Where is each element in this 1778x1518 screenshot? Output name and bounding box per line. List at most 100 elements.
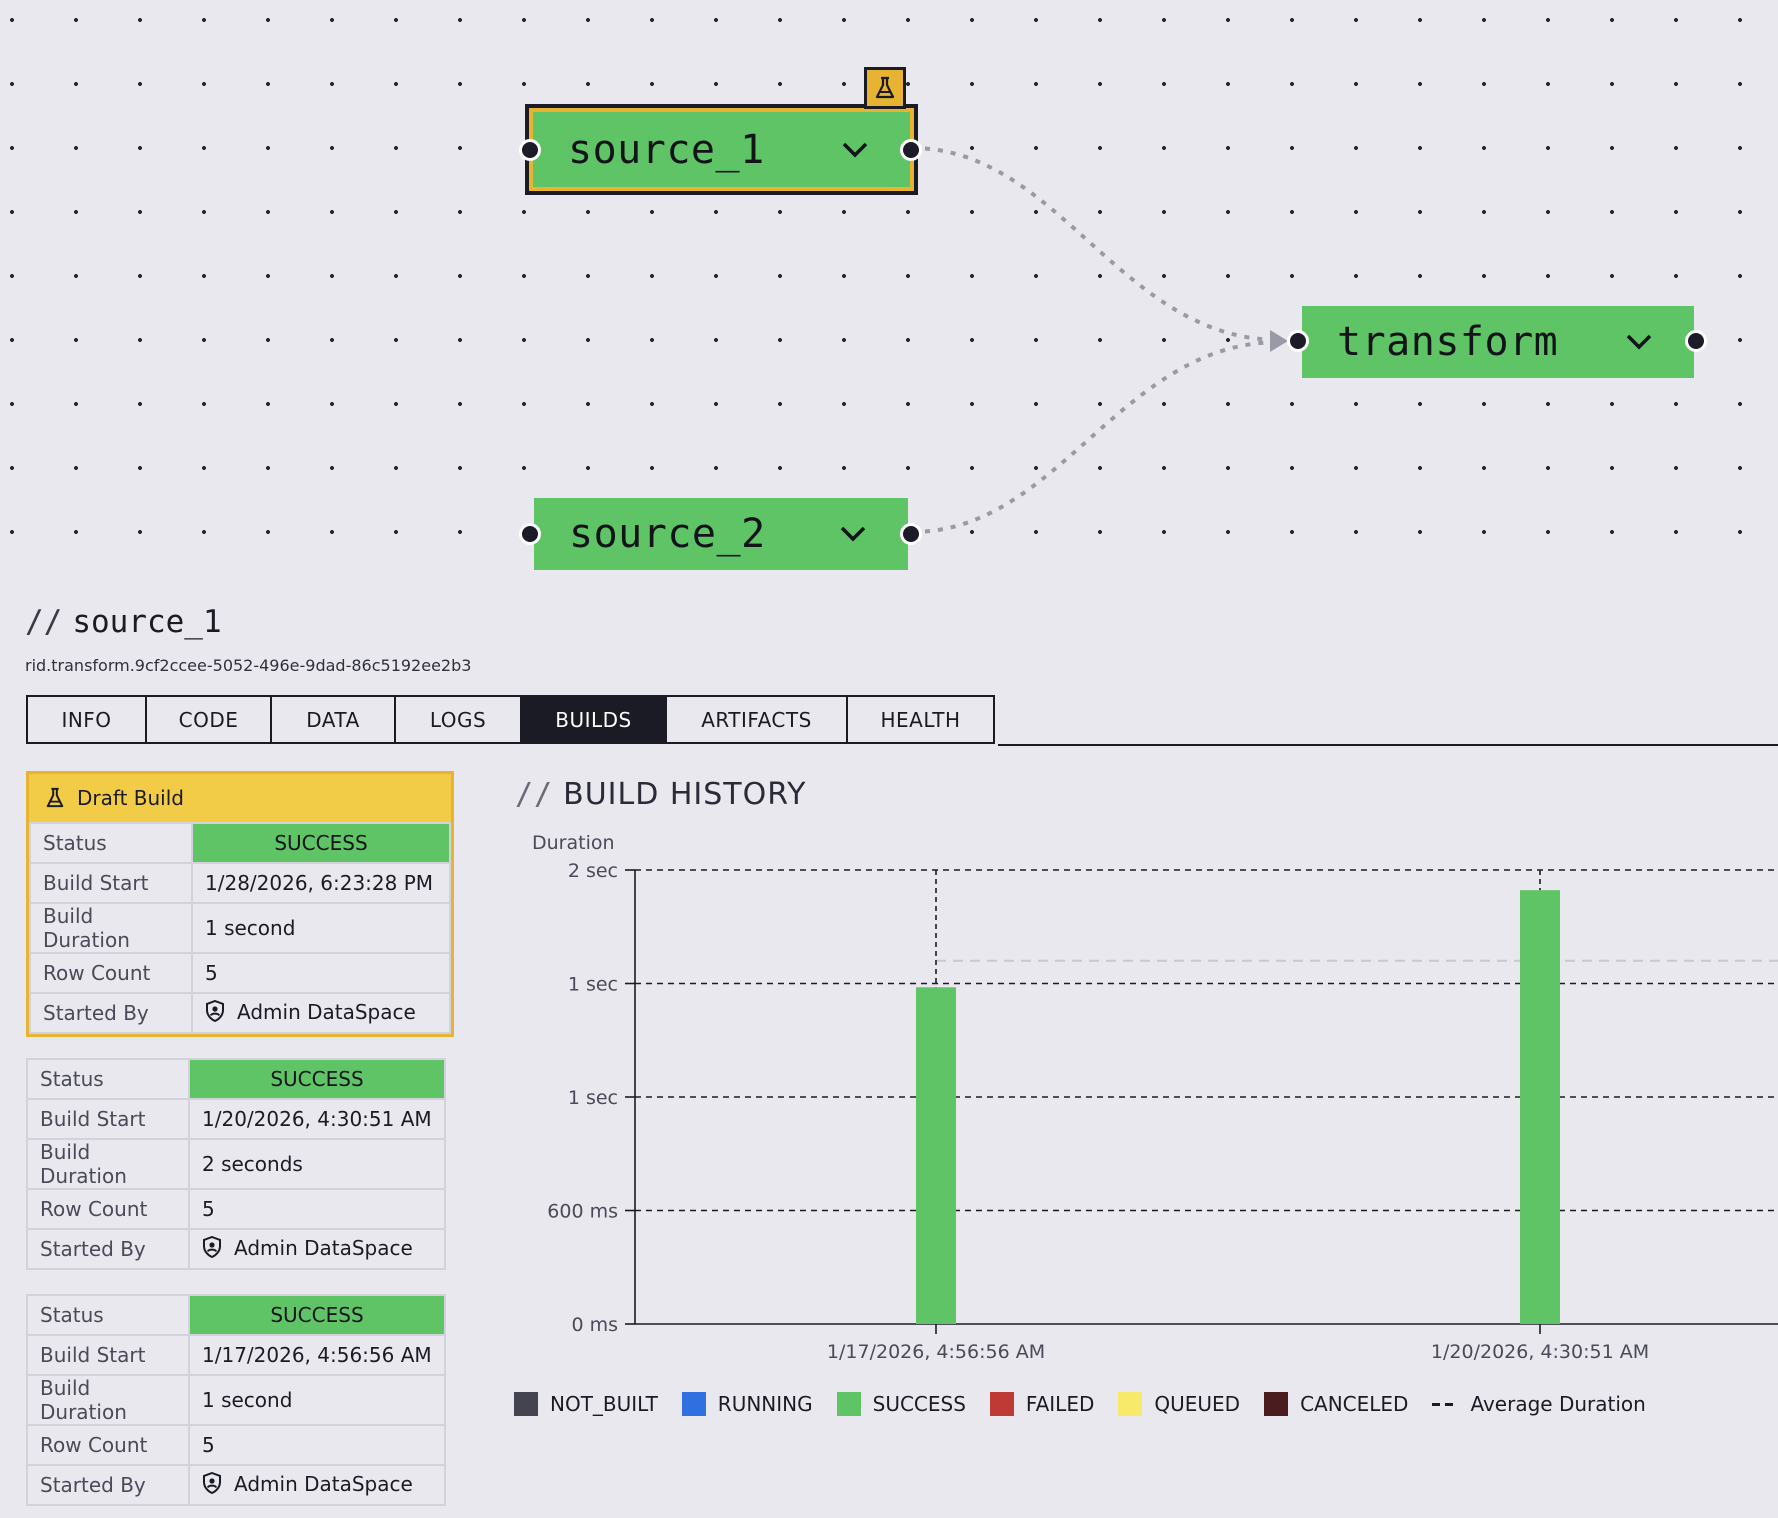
row-key: Build Duration [29,902,193,954]
row-key: Build Start [26,1098,190,1140]
legend-swatch [1264,1392,1289,1416]
legend-item-average: Average Duration [1432,1392,1646,1416]
edge-arrowhead [1270,330,1288,352]
row-key: Row Count [26,1188,190,1230]
table-row: Started By Admin DataSpace [26,1464,446,1506]
title-prefix: // [515,777,554,812]
legend-swatch [1118,1392,1143,1416]
row-value: 1 second [188,1374,446,1426]
panel-tabs: INFO CODE DATA LOGS BUILDS ARTIFACTS HEA… [26,695,995,744]
chevron-down-icon[interactable] [838,519,868,549]
row-key: Status [29,822,193,864]
node-source-2-output-port[interactable] [900,523,922,545]
row-value: 1/20/2026, 4:30:51 AM [188,1098,446,1140]
tabs-divider [998,744,1778,746]
legend-swatch [514,1392,538,1416]
flask-icon [875,76,895,99]
table-row: Build Duration 2 seconds [26,1138,446,1190]
started-by-name: Admin DataSpace [234,1235,413,1260]
row-value: 1/28/2026, 6:23:28 PM [191,862,451,904]
bar-success [916,987,956,1324]
node-source-2-input-port[interactable] [519,523,541,545]
tab-health[interactable]: HEALTH [846,695,995,744]
node-transform-output-port[interactable] [1685,330,1707,352]
node-source-1[interactable]: source_1 [525,104,918,195]
row-key: Build Start [26,1334,190,1376]
build-history-title-text: BUILD HISTORY [563,777,807,812]
legend-label: QUEUED [1154,1392,1241,1416]
draft-build-header: Draft Build [29,774,451,822]
table-row: Build Start 1/20/2026, 4:30:51 AM [26,1098,446,1140]
node-source-1-input-port[interactable] [519,139,541,161]
y-axis-label: Duration [532,832,615,854]
row-value: Admin DataSpace [188,1228,446,1270]
build-details-table: Status SUCCESS Build Start 1/28/2026, 6:23… [29,822,451,1034]
x-tick-label: 1/20/2026, 4:30:51 AM [1431,1341,1649,1363]
tab-data[interactable]: DATA [270,695,396,744]
legend-item-running: RUNNING [681,1392,813,1416]
node-transform[interactable]: transform [1302,306,1694,378]
row-value: Admin DataSpace [188,1464,446,1506]
tab-info[interactable]: INFO [26,695,147,744]
row-key: Build Duration [26,1138,190,1190]
tab-code[interactable]: CODE [145,695,272,744]
status-badge: SUCCESS [188,1058,446,1100]
user-shield-icon [205,999,225,1027]
legend-item-failed: FAILED [989,1392,1095,1416]
legend-label: SUCCESS [872,1392,966,1416]
x-tick-label: 1/17/2026, 4:56:56 AM [827,1341,1045,1363]
legend-dash [1432,1402,1458,1406]
row-value: 5 [188,1188,446,1230]
row-value: 1 second [191,902,451,954]
node-label: transform [1337,319,1559,365]
node-transform-input-port[interactable] [1287,330,1309,352]
legend-label: NOT_BUILT [550,1392,658,1416]
node-source-2[interactable]: source_2 [534,498,908,570]
row-key: Build Start [29,862,193,904]
y-tick-label: 0 ms [571,1314,618,1336]
y-tick-label: 1 sec [568,974,618,996]
legend-item-success: SUCCESS [836,1392,966,1416]
chevron-down-icon[interactable] [1624,327,1654,357]
table-row: Row Count 5 [26,1188,446,1230]
tab-logs[interactable]: LOGS [394,695,522,744]
build-history-title: // BUILD HISTORY [515,777,807,812]
row-key: Status [26,1294,190,1336]
status-badge: SUCCESS [188,1294,446,1336]
tab-artifacts[interactable]: ARTIFACTS [665,695,848,744]
legend-item-not-built: NOT_BUILT [514,1392,658,1416]
legend-label: FAILED [1025,1392,1095,1416]
draft-build-title: Draft Build [77,786,184,810]
status-badge: SUCCESS [191,822,451,864]
pipeline-graph-canvas[interactable]: source_1 transform source_2 [0,0,1778,590]
started-by-name: Admin DataSpace [234,1471,413,1496]
flask-icon [45,787,65,809]
legend-label: Average Duration [1470,1392,1646,1416]
row-value: 2 seconds [188,1138,446,1190]
y-tick-label: 2 sec [568,860,618,882]
row-value: 1/17/2026, 4:56:56 AM [188,1334,446,1376]
node-source-1-output-port[interactable] [900,139,922,161]
legend-item-canceled: CANCELED [1264,1392,1408,1416]
edge-source2-transform [911,340,1281,534]
panel-title-text: source_1 [72,604,222,640]
row-key: Started By [26,1228,190,1270]
table-row: Build Start 1/28/2026, 6:23:28 PM [29,862,451,904]
build-card[interactable]: Status SUCCESS Build Start 1/20/2026, 4:30… [26,1058,446,1270]
table-row: Started By Admin DataSpace [26,1228,446,1270]
table-row: Build Duration 1 second [26,1374,446,1426]
legend-swatch [989,1392,1014,1416]
legend-item-queued: QUEUED [1118,1392,1240,1416]
chevron-down-icon[interactable] [840,135,870,165]
row-key: Status [26,1058,190,1100]
node-label: source_2 [569,511,766,557]
user-shield-icon [202,1235,222,1263]
row-key: Row Count [26,1424,190,1466]
graph-edges [911,146,1288,534]
build-details-table: Status SUCCESS Build Start 1/17/2026, 4:56… [26,1294,446,1506]
draft-flask-badge [864,67,906,109]
build-card[interactable]: Status SUCCESS Build Start 1/17/2026, 4:56… [26,1294,446,1506]
draft-build-card[interactable]: Draft Build Status SUCCESS Build Start 1/2… [26,771,454,1037]
table-row: Build Start 1/17/2026, 4:56:56 AM [26,1334,446,1376]
tab-builds[interactable]: BUILDS [520,695,667,744]
